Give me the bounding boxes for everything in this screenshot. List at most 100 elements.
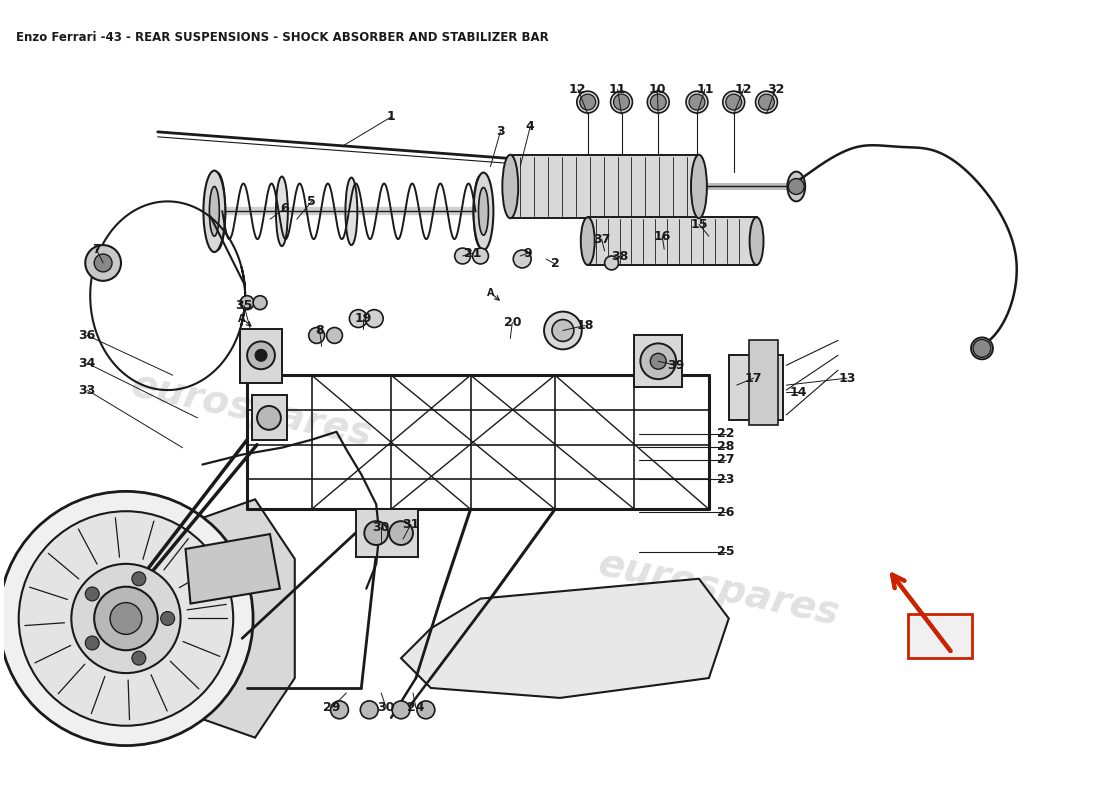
Circle shape <box>614 94 629 110</box>
Circle shape <box>327 327 342 343</box>
Circle shape <box>132 651 146 665</box>
Circle shape <box>640 343 676 379</box>
Text: 3: 3 <box>496 126 505 138</box>
Ellipse shape <box>610 91 632 113</box>
Circle shape <box>350 310 367 327</box>
Text: 10: 10 <box>649 82 666 96</box>
Text: 11: 11 <box>696 82 714 96</box>
Circle shape <box>759 94 774 110</box>
Circle shape <box>726 94 741 110</box>
Text: 39: 39 <box>668 358 684 372</box>
Circle shape <box>650 94 667 110</box>
Circle shape <box>330 701 349 718</box>
Circle shape <box>19 511 233 726</box>
Text: 12: 12 <box>569 82 586 96</box>
Text: 37: 37 <box>593 233 611 246</box>
Text: 17: 17 <box>745 372 762 385</box>
Text: 21: 21 <box>464 246 482 259</box>
Ellipse shape <box>345 178 358 245</box>
Text: 34: 34 <box>78 357 96 370</box>
Bar <box>240 329 282 383</box>
Ellipse shape <box>276 177 288 246</box>
Circle shape <box>974 339 991 358</box>
Circle shape <box>161 611 175 626</box>
Circle shape <box>86 636 99 650</box>
Ellipse shape <box>686 91 708 113</box>
Text: 18: 18 <box>576 319 593 332</box>
Text: 15: 15 <box>690 218 707 230</box>
Circle shape <box>309 327 324 343</box>
Text: 28: 28 <box>717 440 735 453</box>
Bar <box>587 218 757 265</box>
Circle shape <box>650 354 667 370</box>
Text: 16: 16 <box>653 230 671 242</box>
Bar <box>635 335 682 387</box>
Text: 27: 27 <box>717 453 735 466</box>
Text: 20: 20 <box>504 316 521 329</box>
Text: 5: 5 <box>307 195 316 208</box>
Text: 12: 12 <box>735 82 752 96</box>
Circle shape <box>789 178 804 194</box>
Text: 29: 29 <box>322 702 340 714</box>
Circle shape <box>417 701 434 718</box>
Text: 11: 11 <box>608 82 626 96</box>
Circle shape <box>0 491 253 746</box>
Circle shape <box>72 564 180 673</box>
Ellipse shape <box>647 91 669 113</box>
Circle shape <box>605 256 618 270</box>
Ellipse shape <box>204 170 226 252</box>
Ellipse shape <box>788 171 805 202</box>
Bar <box>252 395 287 440</box>
Bar <box>356 510 418 557</box>
Ellipse shape <box>576 91 598 113</box>
Circle shape <box>86 245 121 281</box>
Polygon shape <box>156 499 295 738</box>
Text: 23: 23 <box>717 473 735 486</box>
Polygon shape <box>186 534 279 603</box>
Text: 32: 32 <box>767 82 784 96</box>
Ellipse shape <box>209 173 226 250</box>
Ellipse shape <box>723 91 745 113</box>
Text: 25: 25 <box>717 546 735 558</box>
Circle shape <box>132 572 146 586</box>
Circle shape <box>110 602 142 634</box>
Circle shape <box>454 248 471 264</box>
Ellipse shape <box>473 175 487 247</box>
Ellipse shape <box>209 186 219 236</box>
Text: 22: 22 <box>717 427 735 440</box>
Circle shape <box>689 94 705 110</box>
Bar <box>908 614 972 658</box>
Text: 8: 8 <box>316 324 323 337</box>
Circle shape <box>365 310 383 327</box>
Text: 24: 24 <box>407 702 425 714</box>
Text: 7: 7 <box>91 242 100 255</box>
Ellipse shape <box>971 338 993 359</box>
Circle shape <box>473 248 488 264</box>
Text: 9: 9 <box>524 246 532 259</box>
Text: 31: 31 <box>403 518 420 530</box>
Ellipse shape <box>691 154 707 218</box>
Text: 30: 30 <box>373 521 389 534</box>
Text: 38: 38 <box>610 250 628 262</box>
Text: 30: 30 <box>377 702 395 714</box>
Circle shape <box>86 587 99 601</box>
Circle shape <box>364 521 388 545</box>
Ellipse shape <box>503 154 518 218</box>
Bar <box>510 154 698 218</box>
Text: 14: 14 <box>790 386 807 398</box>
Polygon shape <box>402 578 728 698</box>
Ellipse shape <box>749 218 763 265</box>
Text: 13: 13 <box>838 372 856 385</box>
Text: 36: 36 <box>78 329 96 342</box>
Text: 6: 6 <box>280 202 289 215</box>
Text: 26: 26 <box>717 506 735 518</box>
Text: A: A <box>486 288 494 298</box>
Text: 33: 33 <box>78 383 96 397</box>
Text: 35: 35 <box>235 299 253 312</box>
Text: 1: 1 <box>387 110 396 123</box>
Circle shape <box>580 94 596 110</box>
Text: eurospares: eurospares <box>128 366 376 454</box>
Ellipse shape <box>581 218 595 265</box>
Text: A: A <box>239 314 246 323</box>
Ellipse shape <box>756 91 778 113</box>
